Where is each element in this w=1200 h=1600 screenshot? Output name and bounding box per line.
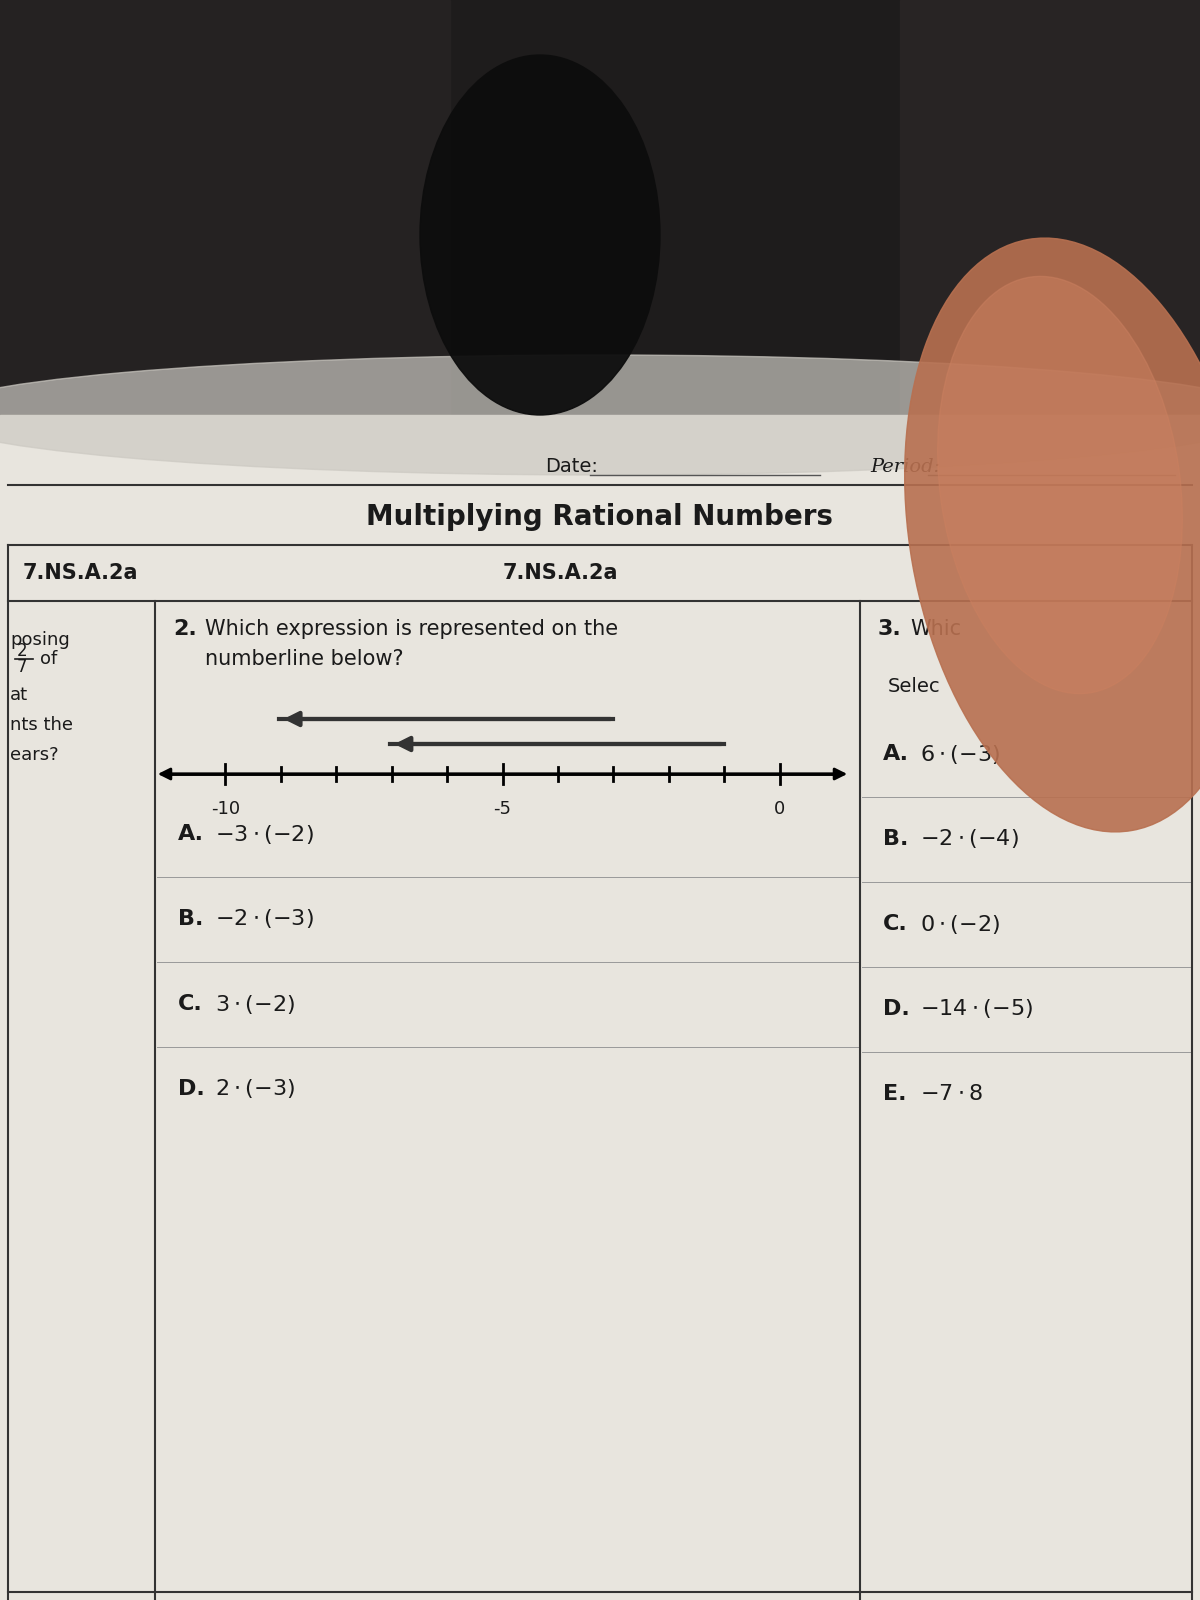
Text: 2: 2 xyxy=(17,642,28,659)
Text: $-7\cdot8$: $-7\cdot8$ xyxy=(920,1085,983,1104)
Bar xyxy=(0,0,1200,414)
Text: nts the: nts the xyxy=(10,717,73,734)
Text: A.: A. xyxy=(178,824,204,845)
Ellipse shape xyxy=(420,54,660,414)
Text: $3\cdot(-2)$: $3\cdot(-2)$ xyxy=(215,992,295,1016)
Text: Period:: Period: xyxy=(870,458,941,477)
Text: $-14\cdot(-5)$: $-14\cdot(-5)$ xyxy=(920,997,1033,1021)
Text: 7: 7 xyxy=(17,658,28,675)
Ellipse shape xyxy=(905,238,1200,832)
Bar xyxy=(0,0,450,414)
Text: Multiplying Rational Numbers: Multiplying Rational Numbers xyxy=(366,502,834,531)
Bar xyxy=(0,414,1200,1600)
Text: Selec: Selec xyxy=(888,677,941,696)
Text: $-3\cdot(-2)$: $-3\cdot(-2)$ xyxy=(215,822,313,845)
Ellipse shape xyxy=(937,277,1182,694)
Text: $0\cdot(-2)$: $0\cdot(-2)$ xyxy=(920,912,1000,936)
Text: $-2\cdot(-3)$: $-2\cdot(-3)$ xyxy=(215,907,313,931)
Text: C.: C. xyxy=(883,914,907,934)
Text: D.: D. xyxy=(178,1078,205,1099)
Text: posing: posing xyxy=(10,630,70,650)
Text: Which expression is represented on the: Which expression is represented on the xyxy=(205,619,618,638)
Text: Whic: Whic xyxy=(910,619,961,638)
Text: A.: A. xyxy=(883,744,910,765)
Text: 2.: 2. xyxy=(173,619,197,638)
Text: B.: B. xyxy=(178,909,203,930)
Text: $6\cdot(-3)$: $6\cdot(-3)$ xyxy=(920,742,1000,765)
Text: C.: C. xyxy=(178,994,203,1014)
Ellipse shape xyxy=(0,355,1200,475)
Text: D.: D. xyxy=(883,998,910,1019)
Text: -10: -10 xyxy=(211,800,240,818)
Text: Date:: Date: xyxy=(545,458,598,477)
Text: 7.NS.A.2a: 7.NS.A.2a xyxy=(503,563,618,582)
Bar xyxy=(900,0,1200,414)
Text: at: at xyxy=(10,686,28,704)
Text: 3.: 3. xyxy=(878,619,901,638)
Text: 7.NS.A.2a: 7.NS.A.2a xyxy=(23,563,138,582)
Text: $2\cdot(-3)$: $2\cdot(-3)$ xyxy=(215,1077,295,1101)
Text: E.: E. xyxy=(883,1085,906,1104)
Text: of: of xyxy=(40,650,58,669)
Text: 0: 0 xyxy=(774,800,785,818)
Text: $-2\cdot(-4)$: $-2\cdot(-4)$ xyxy=(920,827,1019,851)
Text: numberline below?: numberline below? xyxy=(205,650,403,669)
Text: -5: -5 xyxy=(493,800,511,818)
Text: ears?: ears? xyxy=(10,746,59,765)
Text: B.: B. xyxy=(883,829,908,850)
